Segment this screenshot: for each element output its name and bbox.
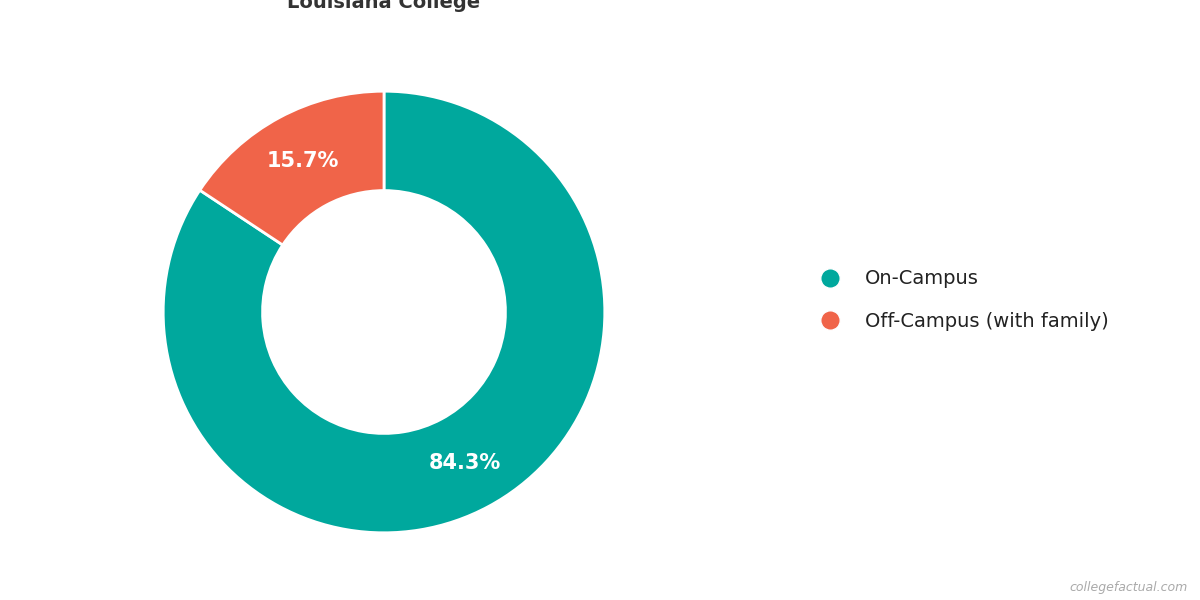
Wedge shape <box>200 91 384 245</box>
Text: 15.7%: 15.7% <box>266 151 340 171</box>
Wedge shape <box>163 91 605 533</box>
Text: collegefactual.com: collegefactual.com <box>1069 581 1188 594</box>
Text: 84.3%: 84.3% <box>428 453 502 473</box>
Legend: On-Campus, Off-Campus (with family): On-Campus, Off-Campus (with family) <box>803 262 1117 338</box>
Title: Freshmen Living Arrangements at
Louisiana College: Freshmen Living Arrangements at Louisian… <box>197 0 571 12</box>
